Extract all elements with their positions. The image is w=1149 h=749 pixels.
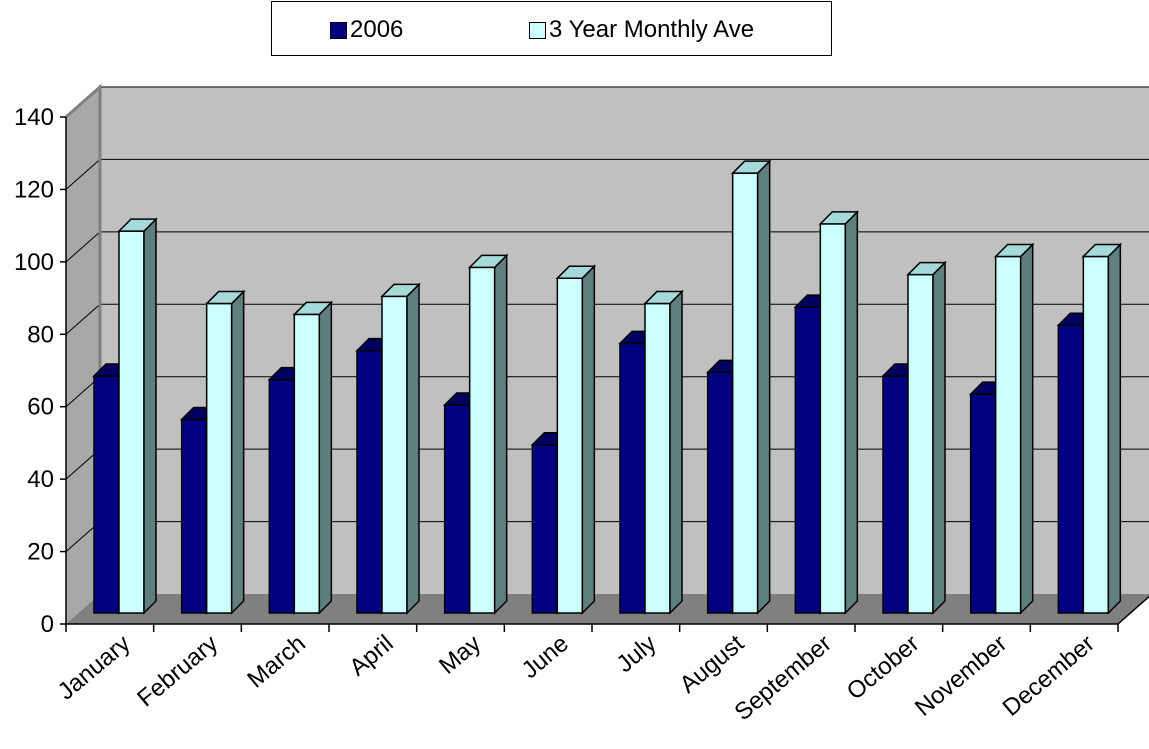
bar-side — [844, 210, 859, 615]
x-tick-label: August — [675, 630, 750, 699]
legend-label-2006: 2006 — [350, 16, 404, 43]
x-tick-label: April — [344, 630, 398, 682]
bar-2006 — [794, 306, 822, 614]
y-tick-label: 100 — [14, 249, 54, 276]
bar-side — [581, 264, 596, 615]
x-tick-label: October — [842, 630, 925, 706]
bar-top — [467, 254, 509, 269]
legend-swatch-2006 — [330, 21, 347, 39]
gridline-side — [65, 231, 101, 263]
bar-3yr-ave — [644, 302, 671, 614]
bar-side — [669, 289, 683, 615]
x-tick-label: June — [517, 630, 574, 684]
y-tick-label: 40 — [27, 466, 54, 493]
floor — [66, 594, 1149, 624]
y-tick-label: 0 — [41, 611, 54, 638]
y-tick-label: 140 — [14, 104, 54, 131]
bar-side — [756, 159, 771, 615]
bar-top — [730, 160, 772, 174]
bar-side — [1019, 242, 1034, 615]
bar-3yr-ave — [994, 255, 1022, 614]
bar-3yr-ave — [118, 230, 145, 614]
bar-2006 — [180, 418, 208, 614]
y-tick-label: 60 — [27, 394, 54, 421]
gridline-side — [65, 303, 101, 335]
gridline-side — [65, 159, 101, 190]
y-tick-label: 120 — [14, 176, 54, 203]
legend-swatch-3-year-ave — [529, 21, 546, 39]
x-tick-label: July — [611, 630, 661, 678]
floor-edge — [1117, 595, 1149, 625]
x-tick-label: May — [434, 630, 486, 680]
bar-3yr-ave — [381, 295, 408, 614]
bar-3yr-ave — [293, 313, 321, 614]
bar-2006 — [882, 375, 909, 614]
legend-label-3-year-ave: 3 Year Monthly Ave — [549, 16, 755, 43]
bar-3yr-ave — [819, 223, 847, 614]
bar-2006 — [93, 375, 120, 614]
bar-2006 — [969, 393, 997, 614]
bar-3yr-ave — [907, 273, 934, 614]
bar-top — [380, 283, 421, 298]
bar-3yr-ave — [556, 277, 584, 614]
bar-2006 — [268, 378, 296, 614]
bar-top — [993, 243, 1035, 258]
bar-top — [292, 301, 334, 316]
y-tick-label: 20 — [27, 539, 54, 566]
legend: 2006 3 Year Monthly Ave — [271, 1, 832, 56]
bar-top — [1081, 243, 1123, 258]
bar-top — [117, 218, 158, 232]
bar-top — [906, 261, 947, 276]
bar-2006 — [356, 349, 383, 614]
x-tick-label: March — [242, 630, 310, 694]
bar-top — [204, 290, 246, 305]
side-wall — [66, 87, 100, 624]
y-tick-label: 80 — [27, 321, 54, 348]
x-tick-label: January — [53, 630, 136, 706]
bar-3yr-ave — [731, 172, 759, 614]
bar-3yr-ave — [1082, 255, 1110, 614]
x-tick-label: November — [910, 630, 1012, 722]
bar-2006 — [619, 342, 646, 614]
bar-3yr-ave — [468, 266, 496, 614]
bar-side — [406, 282, 420, 615]
bar-2006 — [1057, 324, 1085, 614]
x-tick-label: December — [998, 630, 1100, 722]
x-tick-label: September — [730, 630, 837, 726]
legend-item-3-year-ave: 3 Year Monthly Ave — [529, 16, 754, 44]
bar-top — [555, 265, 597, 279]
bar-2006 — [531, 444, 559, 614]
bar-side — [932, 260, 946, 615]
bar-3yr-ave — [205, 302, 233, 614]
bar-2006 — [706, 371, 734, 614]
bar-top — [643, 290, 684, 305]
bar-side — [230, 289, 245, 615]
bar-2006 — [443, 404, 471, 614]
x-tick-label: February — [132, 630, 223, 712]
bar-side — [318, 300, 333, 615]
legend-item-2006: 2006 — [330, 16, 403, 44]
bar-side — [143, 217, 157, 615]
bar-side — [1107, 242, 1122, 615]
bar-side — [493, 253, 508, 615]
bar-top — [818, 211, 860, 225]
